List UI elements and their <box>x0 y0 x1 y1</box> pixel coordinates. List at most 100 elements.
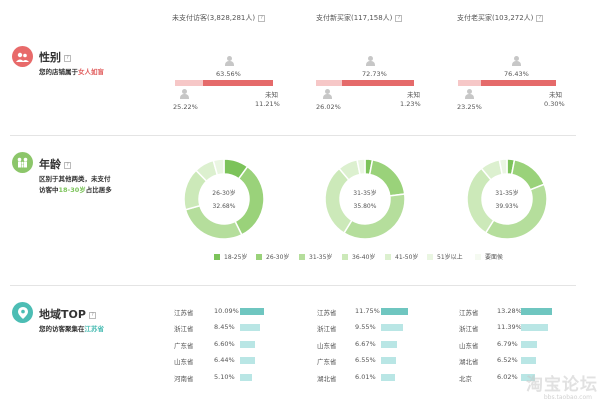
region-share: 6.44% <box>214 356 235 364</box>
region-name: 江苏省 <box>317 309 337 317</box>
unknown-label: 未知 <box>265 91 278 99</box>
users-icon <box>12 46 33 67</box>
region-bar <box>521 324 548 331</box>
region-name: 湖北省 <box>317 375 337 383</box>
age-section-title: 年龄? <box>39 156 71 172</box>
help-icon[interactable]: ? <box>536 14 544 22</box>
gender-bar <box>175 80 273 86</box>
male-icon <box>323 89 332 99</box>
gender-bar <box>458 80 556 86</box>
column-header-unpaid-visitors: 未支付访客(3,828,281人)? <box>172 13 266 23</box>
male-icon <box>180 89 189 99</box>
region-share: 9.55% <box>355 323 376 331</box>
male-icon <box>465 89 474 99</box>
help-icon[interactable]: ? <box>88 311 96 319</box>
donut-slice-51岁以上 <box>498 158 508 176</box>
unknown-share: 1.23% <box>400 100 421 108</box>
region-bar <box>240 341 255 348</box>
region-bar <box>521 357 536 364</box>
gender-section-desc: 您的店铺属于女人如盲 <box>39 68 104 76</box>
region-bar <box>381 341 397 348</box>
region-name: 山东省 <box>174 358 194 366</box>
region-share: 6.02% <box>497 373 518 381</box>
column-header-returning-buyers: 支付老买家(103,272人)? <box>457 13 544 23</box>
legend-swatch <box>214 253 220 260</box>
region-share: 11.75% <box>355 307 380 315</box>
region-share: 13.28% <box>497 307 522 315</box>
female-share: 76.43% <box>504 70 529 78</box>
region-section-desc: 您的访客聚集在江苏省 <box>39 325 104 333</box>
legend-item: 26-30岁 <box>256 252 289 261</box>
legend-item: 18-25岁 <box>214 252 247 261</box>
region-share: 6.79% <box>497 340 518 348</box>
help-icon[interactable]: ? <box>395 14 403 22</box>
unknown-label: 未知 <box>407 91 420 99</box>
female-icon <box>366 56 375 66</box>
age-section-desc: 区别于其他两类，未支付 访客中18-30岁占比居多 <box>39 175 112 194</box>
region-bar <box>240 324 260 331</box>
donut-slice-51岁以上 <box>356 158 366 176</box>
region-name: 江苏省 <box>174 309 194 317</box>
region-bar <box>381 308 408 315</box>
legend-swatch <box>342 253 348 260</box>
male-share: 23.25% <box>457 103 482 111</box>
region-name: 江苏省 <box>459 309 479 317</box>
donut-slice-51岁以上 <box>212 158 225 176</box>
region-share: 6.67% <box>355 340 376 348</box>
forum-watermark: 淘宝论坛 <box>526 375 598 395</box>
region-name: 河南省 <box>174 375 194 383</box>
legend-item: 41-50岁 <box>385 252 418 261</box>
age-donut-chart <box>466 158 548 240</box>
region-name: 广东省 <box>174 342 194 350</box>
region-name: 浙江省 <box>317 325 337 333</box>
legend-item: 要面侯 <box>475 252 503 261</box>
female-icon <box>512 56 521 66</box>
region-name: 北京 <box>459 375 472 383</box>
legend-swatch <box>256 253 262 260</box>
section-divider <box>10 135 576 136</box>
region-bar <box>521 374 535 381</box>
legend-swatch <box>427 253 433 260</box>
donut-center-label: 26-30岁 32.68% <box>212 190 236 210</box>
donut-center-label: 31-35岁 35.80% <box>353 190 377 210</box>
legend-item: 51岁以上 <box>427 252 463 261</box>
male-share: 26.02% <box>316 103 341 111</box>
region-bar <box>240 308 264 315</box>
female-share: 72.73% <box>362 70 387 78</box>
map-pin-icon <box>12 302 33 323</box>
legend-swatch <box>475 253 481 260</box>
help-icon[interactable]: ? <box>258 14 266 22</box>
region-name: 浙江省 <box>174 325 194 333</box>
donut-slice-26-30岁 <box>510 158 546 191</box>
age-donut-chart <box>183 158 265 240</box>
region-share: 8.45% <box>214 323 235 331</box>
help-icon[interactable]: ? <box>64 54 71 62</box>
unknown-share: 0.30% <box>544 100 565 108</box>
legend-swatch <box>299 253 305 260</box>
region-share: 11.39% <box>497 323 522 331</box>
region-bar <box>381 324 403 331</box>
region-share: 6.01% <box>355 373 376 381</box>
forum-watermark-url: bbs.taobao.com <box>543 394 592 401</box>
age-donut-chart <box>324 158 406 240</box>
region-name: 浙江省 <box>459 325 479 333</box>
gender-section-title: 性别? <box>39 49 71 65</box>
family-icon <box>12 152 33 173</box>
unknown-share: 11.21% <box>255 100 280 108</box>
region-share: 5.10% <box>214 373 235 381</box>
help-icon[interactable]: ? <box>64 161 71 169</box>
region-bar <box>521 341 537 348</box>
region-section-title: 地域TOP? <box>39 306 96 322</box>
section-divider <box>10 285 576 286</box>
region-bar <box>381 374 395 381</box>
region-bar <box>240 374 252 381</box>
donut-center-label: 31-35岁 39.93% <box>495 190 519 210</box>
region-name: 广东省 <box>317 358 337 366</box>
region-bar <box>381 357 396 364</box>
male-share: 25.22% <box>173 103 198 111</box>
region-name: 湖北省 <box>459 358 479 366</box>
region-share: 10.09% <box>214 307 239 315</box>
region-name: 山东省 <box>317 342 337 350</box>
unknown-label: 未知 <box>549 91 562 99</box>
region-share: 6.52% <box>497 356 518 364</box>
